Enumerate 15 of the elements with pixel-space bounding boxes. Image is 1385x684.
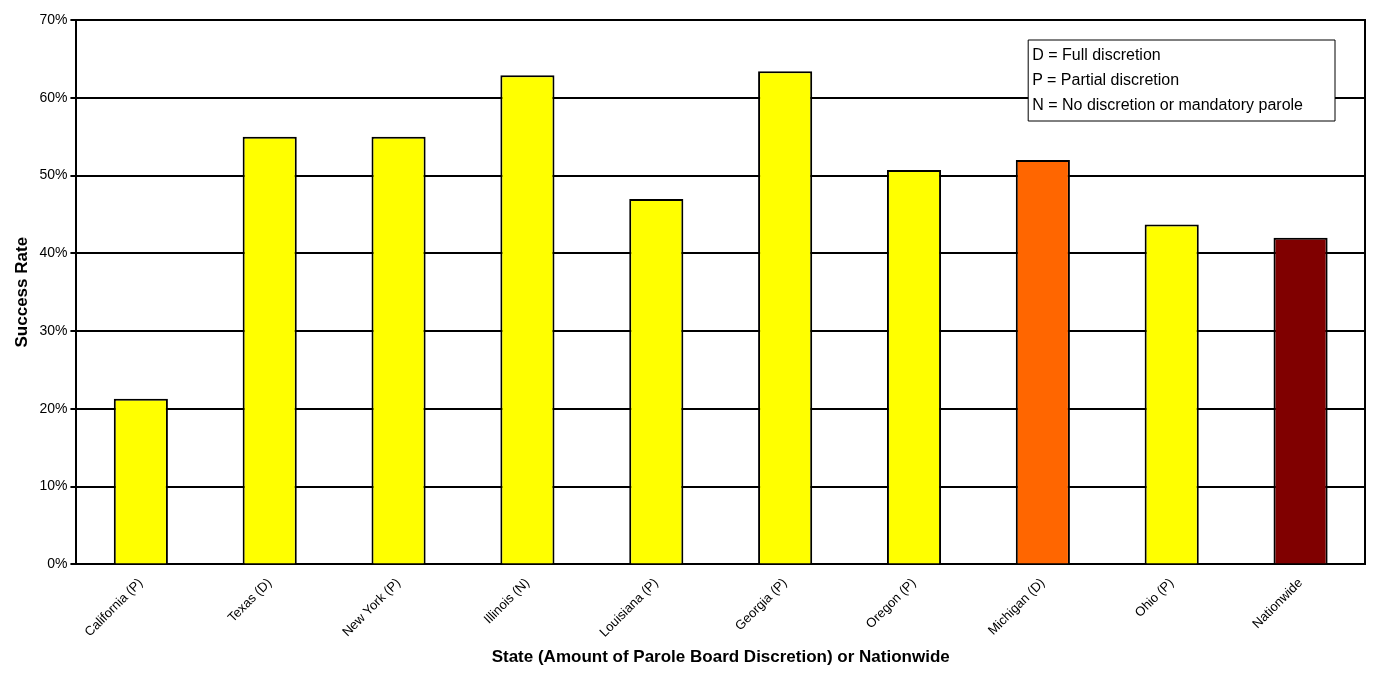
y-tick-label: 30%	[39, 321, 68, 338]
y-tick-label: 20%	[39, 399, 68, 416]
y-tick-label: 50%	[39, 166, 68, 183]
y-tick-label: 10%	[39, 477, 68, 494]
y-tick-label: 70%	[39, 10, 68, 27]
annotation: P = Partial discretion	[1032, 70, 1180, 88]
y-tick-label: 0%	[47, 555, 68, 572]
y-tick-label: 40%	[39, 244, 68, 261]
y-tick-label: 60%	[39, 88, 68, 105]
annotation: N = No discretion or mandatory parole	[1032, 95, 1304, 113]
y-axis-title: Success Rate	[11, 236, 31, 348]
x-axis-title: State (Amount of Parole Board Discretion) or Nationwide	[491, 647, 950, 667]
x-tick-label: Ohio (P)	[1131, 574, 1177, 620]
annotation: D = Full discretion	[1032, 45, 1161, 63]
x-tick-label: New York (P)	[338, 574, 404, 640]
